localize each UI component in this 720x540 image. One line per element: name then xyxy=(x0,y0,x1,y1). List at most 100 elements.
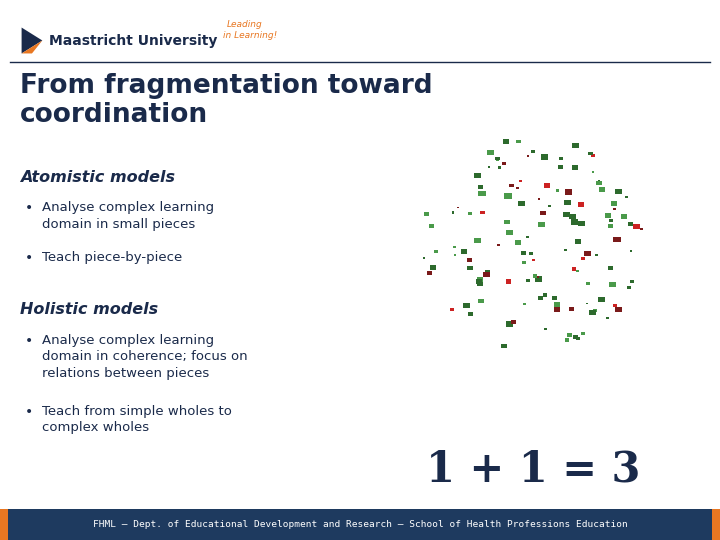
Bar xyxy=(544,183,550,188)
Bar xyxy=(454,254,456,256)
Bar xyxy=(487,150,494,155)
Bar xyxy=(606,317,608,319)
Bar xyxy=(608,225,613,228)
Bar xyxy=(593,309,598,312)
Bar xyxy=(592,171,594,173)
Text: 1 + 1 = 3: 1 + 1 = 3 xyxy=(426,449,640,491)
Bar xyxy=(554,307,560,312)
Bar xyxy=(503,139,509,144)
Polygon shape xyxy=(22,28,42,53)
Bar xyxy=(575,239,580,244)
Text: Leading: Leading xyxy=(227,20,263,29)
Bar xyxy=(613,237,621,242)
Bar xyxy=(426,271,432,275)
Bar xyxy=(478,191,485,196)
Bar xyxy=(468,312,473,316)
Bar xyxy=(474,238,481,244)
Bar xyxy=(0,509,8,540)
Bar xyxy=(522,261,526,265)
Bar xyxy=(712,509,720,540)
Bar xyxy=(578,221,585,226)
Bar xyxy=(450,308,454,311)
Bar xyxy=(615,307,622,312)
Bar xyxy=(581,257,585,260)
Bar xyxy=(526,156,529,157)
Bar xyxy=(453,246,456,248)
Bar xyxy=(510,320,516,325)
Bar xyxy=(585,282,590,285)
Bar xyxy=(581,332,585,335)
Bar xyxy=(516,187,519,189)
Text: Atomistic models: Atomistic models xyxy=(20,170,175,185)
Bar xyxy=(529,252,534,255)
Bar xyxy=(541,154,548,160)
Bar xyxy=(590,310,595,314)
Text: FHML – Dept. of Educational Development and Research – School of Health Professi: FHML – Dept. of Educational Development … xyxy=(93,520,627,529)
Bar xyxy=(0,62,720,509)
Bar xyxy=(626,196,628,198)
Bar xyxy=(477,282,483,286)
Bar xyxy=(571,219,578,225)
Bar xyxy=(509,184,514,187)
Bar xyxy=(548,205,551,207)
Bar xyxy=(572,267,576,271)
Bar xyxy=(640,228,643,231)
Bar xyxy=(559,158,563,160)
Bar xyxy=(501,343,507,348)
Bar xyxy=(613,208,616,210)
Bar xyxy=(461,249,467,254)
Bar xyxy=(608,219,613,222)
Bar xyxy=(563,212,570,217)
Text: in Learning!: in Learning! xyxy=(223,31,277,39)
Bar xyxy=(497,244,500,246)
Bar xyxy=(631,280,634,283)
Text: •: • xyxy=(25,334,33,348)
Bar xyxy=(502,162,505,165)
Bar xyxy=(457,206,459,208)
Bar xyxy=(519,180,521,183)
Bar xyxy=(585,303,588,305)
Bar xyxy=(572,143,579,147)
Text: Teach piece-by-piece: Teach piece-by-piece xyxy=(42,251,182,264)
Bar xyxy=(476,279,482,284)
Bar xyxy=(487,166,490,168)
Bar xyxy=(0,509,720,540)
Bar xyxy=(468,212,472,214)
Bar xyxy=(605,213,611,218)
Bar xyxy=(531,150,535,153)
Bar xyxy=(569,214,575,219)
Text: •: • xyxy=(25,251,33,265)
Bar xyxy=(535,276,542,281)
Bar xyxy=(630,250,632,252)
Bar xyxy=(506,231,513,235)
Bar xyxy=(434,250,438,253)
Bar xyxy=(595,254,598,256)
Bar xyxy=(567,333,572,337)
Bar xyxy=(498,166,501,169)
Bar xyxy=(538,296,543,300)
Bar xyxy=(608,266,613,269)
Bar xyxy=(505,193,512,199)
Bar xyxy=(467,266,473,269)
Bar xyxy=(572,165,578,170)
Bar xyxy=(540,211,546,215)
Bar xyxy=(613,303,617,307)
Polygon shape xyxy=(22,40,42,53)
Bar xyxy=(533,274,537,278)
Bar xyxy=(588,152,593,156)
Bar xyxy=(478,299,484,303)
Bar xyxy=(564,190,572,194)
Bar xyxy=(429,224,434,227)
Bar xyxy=(564,249,567,251)
Bar xyxy=(480,211,485,214)
Bar xyxy=(538,198,540,200)
Bar xyxy=(506,321,513,327)
Bar xyxy=(485,270,490,274)
Bar xyxy=(423,212,429,216)
Bar xyxy=(483,272,490,277)
Bar xyxy=(564,200,571,205)
Text: From fragmentation toward
coordination: From fragmentation toward coordination xyxy=(20,73,433,128)
Bar xyxy=(497,159,499,161)
Text: •: • xyxy=(25,405,33,419)
Bar xyxy=(0,0,720,62)
